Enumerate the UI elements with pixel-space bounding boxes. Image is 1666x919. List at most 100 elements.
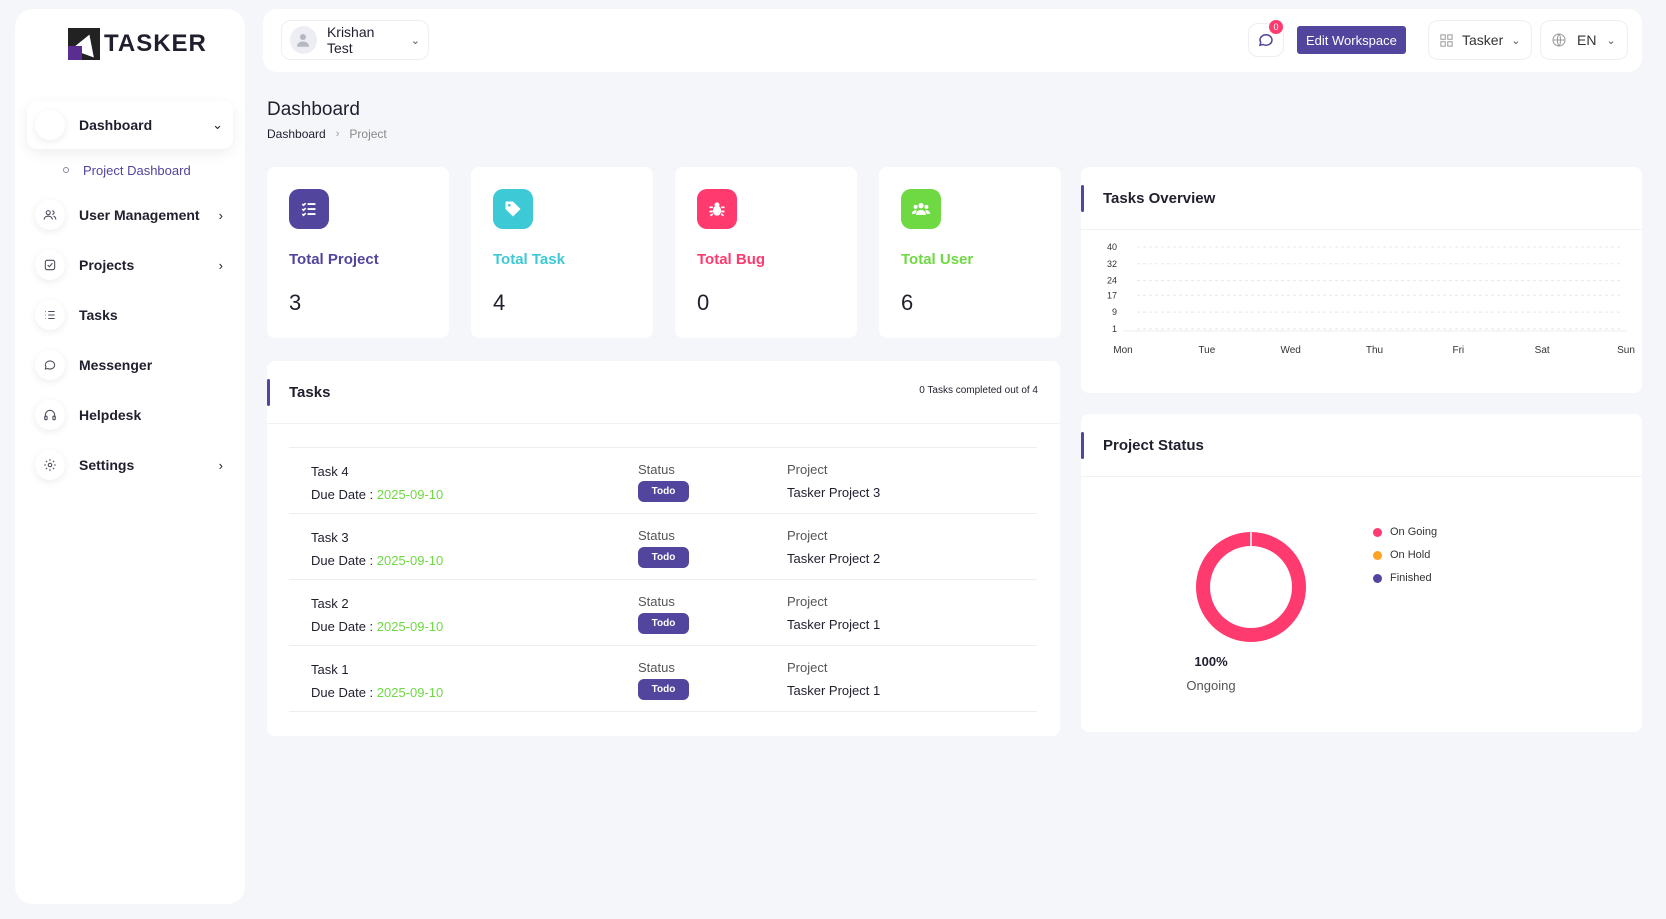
logo[interactable]: TASKER — [68, 28, 207, 60]
sidebar: TASKER Dashboard ⌄ Project Dashboard Use… — [15, 9, 245, 904]
sidebar-item-messenger[interactable]: Messenger — [27, 343, 233, 387]
sidebar-item-label: Settings — [79, 457, 135, 473]
y-tick-label: 17 — [1107, 290, 1117, 300]
stat-card-total-bug: Total Bug 0 — [675, 167, 857, 338]
sidebar-item-label: User Management — [79, 207, 200, 223]
due-date-value: 2025-09-10 — [376, 553, 444, 568]
task-due-date: Due Date : 2025-09-10 — [311, 685, 443, 700]
chevron-right-icon: › — [218, 457, 223, 473]
tag-icon — [493, 189, 533, 229]
sidebar-nav: Dashboard ⌄ Project Dashboard User Manag… — [27, 101, 233, 493]
user-name: Krishan Test — [326, 24, 375, 56]
page-title: Dashboard — [267, 99, 360, 120]
task-row[interactable]: Task 2 Due Date : 2025-09-10 Status Todo Pro… — [289, 580, 1037, 646]
task-name[interactable]: Task 1 — [311, 662, 349, 677]
sidebar-item-dashboard[interactable]: Dashboard ⌄ — [27, 101, 233, 149]
legend-item[interactable]: On Hold — [1373, 549, 1430, 561]
sidebar-item-settings[interactable]: Settings › — [27, 443, 233, 487]
stat-label: Total User — [901, 251, 974, 268]
task-row[interactable]: Task 3 Due Date : 2025-09-10 Status Todo Pro… — [289, 514, 1037, 580]
sidebar-item-tasks[interactable]: Tasks — [27, 293, 233, 337]
due-label: Due Date : — [311, 685, 377, 700]
sidebar-item-projects[interactable]: Projects › — [27, 243, 233, 287]
project-status-card: Project Status 100% Ongoing On Going On H… — [1081, 414, 1642, 732]
status-badge: Todo — [638, 679, 689, 700]
project-label: Project — [787, 528, 828, 543]
stat-value: 4 — [493, 290, 506, 315]
stat-value: 0 — [697, 290, 710, 315]
task-project[interactable]: Tasker Project 1 — [787, 683, 881, 698]
x-tick-label: Tue — [1198, 345, 1215, 356]
users-icon — [35, 200, 65, 230]
tasks-overview-card: Tasks Overview 1 9 17 24 32 40 Mon Tue Wed Thu Fri… — [1081, 167, 1642, 393]
task-due-date: Due Date : 2025-09-10 — [311, 487, 443, 502]
chat-icon — [1258, 34, 1273, 47]
y-tick-label: 9 — [1112, 307, 1117, 317]
task-due-date: Due Date : 2025-09-10 — [311, 553, 443, 568]
task-row[interactable]: Task 1 Due Date : 2025-09-10 Status Todo Pro… — [289, 646, 1037, 712]
y-tick-label: 32 — [1107, 259, 1117, 269]
project-status-donut-chart — [1196, 532, 1306, 642]
logo-mark-icon — [68, 28, 100, 60]
messages-button[interactable]: 0 — [1248, 20, 1284, 57]
language-select[interactable]: EN ⌄ — [1540, 20, 1628, 60]
due-date-value: 2025-09-10 — [376, 619, 444, 634]
chevron-down-icon: ⌄ — [410, 34, 420, 47]
task-project[interactable]: Tasker Project 3 — [787, 485, 881, 500]
donut-caption: Ongoing — [1186, 678, 1236, 693]
sidebar-item-label: Tasks — [79, 307, 118, 323]
x-tick-label: Thu — [1366, 345, 1383, 356]
status-badge: Todo — [638, 547, 689, 568]
legend-item[interactable]: Finished — [1373, 572, 1432, 584]
bullet-icon — [63, 167, 69, 173]
logo-text: TASKER — [104, 30, 207, 57]
project-label: Project — [787, 594, 828, 609]
donut-percent: 100% — [1194, 654, 1228, 669]
y-tick-label: 1 — [1112, 324, 1117, 334]
chevron-down-icon: ⌄ — [1511, 34, 1521, 47]
x-tick-label: Fri — [1452, 345, 1464, 356]
stat-card-total-task: Total Task 4 — [471, 167, 653, 338]
sidebar-item-user-management[interactable]: User Management › — [27, 193, 233, 237]
due-label: Due Date : — [311, 619, 377, 634]
status-badge: Todo — [638, 613, 689, 634]
x-tick-label: Sun — [1617, 345, 1635, 356]
sidebar-item-label: Messenger — [79, 357, 153, 373]
status-label: Status — [638, 594, 675, 609]
project-label: Project — [787, 462, 828, 477]
message-count-badge: 0 — [1269, 20, 1283, 34]
due-date-value: 2025-09-10 — [376, 685, 444, 700]
language-label: EN — [1577, 32, 1597, 48]
task-project[interactable]: Tasker Project 1 — [787, 617, 881, 632]
task-name[interactable]: Task 3 — [311, 530, 349, 545]
task-name[interactable]: Task 2 — [311, 596, 349, 611]
check-square-icon — [35, 250, 65, 280]
legend-label: On Hold — [1390, 549, 1431, 561]
globe-icon — [1552, 33, 1566, 47]
sidebar-subitem-project-dashboard[interactable]: Project Dashboard — [27, 155, 233, 185]
topbar: Krishan Test ⌄ 0 Edit Workspace Tasker ⌄… — [263, 9, 1642, 72]
tasks-card-header: Tasks 0 Tasks completed out of 4 — [267, 361, 1060, 424]
headphones-icon — [35, 400, 65, 430]
sidebar-item-label: Projects — [79, 257, 135, 273]
due-label: Due Date : — [311, 553, 377, 568]
stat-label: Total Bug — [697, 251, 766, 268]
task-row[interactable]: Task 4 Due Date : 2025-09-10 Status Todo Pro… — [289, 448, 1037, 514]
task-name[interactable]: Task 4 — [311, 464, 349, 479]
legend-item[interactable]: On Going — [1373, 526, 1437, 538]
edit-workspace-button[interactable]: Edit Workspace — [1297, 26, 1406, 54]
sidebar-item-helpdesk[interactable]: Helpdesk — [27, 393, 233, 437]
workspace-select[interactable]: Tasker ⌄ — [1428, 20, 1532, 60]
legend-dot — [1373, 573, 1382, 583]
y-tick-label: 24 — [1107, 276, 1117, 286]
legend-label: On Going — [1390, 526, 1438, 538]
due-date-value: 2025-09-10 — [376, 487, 444, 502]
x-tick-label: Wed — [1280, 345, 1300, 356]
tasks-overview-chart: 1 9 17 24 32 40 Mon Tue Wed Thu Fri Sat Sun — [1107, 242, 1635, 356]
tasks-overview-title: Tasks Overview — [1103, 189, 1216, 207]
stat-label: Total Project — [289, 251, 379, 268]
breadcrumb-home-link[interactable]: Dashboard — [267, 127, 326, 141]
donut-slice[interactable] — [1196, 532, 1306, 642]
task-project[interactable]: Tasker Project 2 — [787, 551, 881, 566]
user-menu[interactable]: Krishan Test ⌄ — [281, 20, 429, 60]
